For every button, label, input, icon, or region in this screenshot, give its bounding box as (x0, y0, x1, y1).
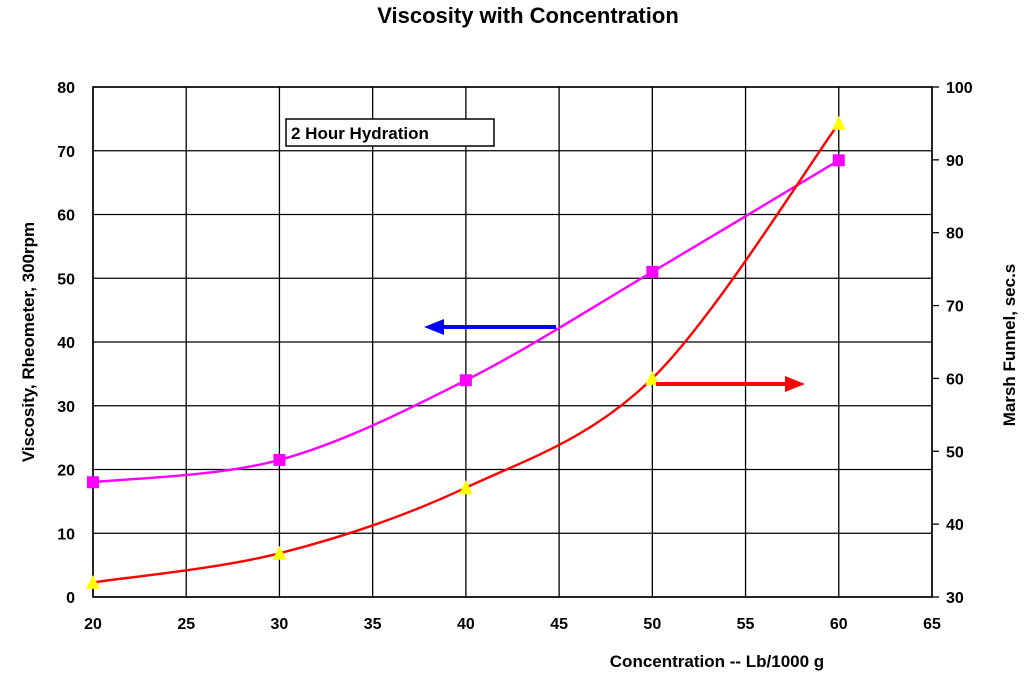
series-1-line (92, 122, 840, 584)
series-layer (86, 115, 846, 589)
y2-tick-label: 60 (946, 371, 964, 388)
y-tick-label: 30 (57, 399, 75, 416)
series-1-point (272, 545, 287, 560)
arrows-layer (424, 319, 805, 392)
y2-axis-label: Marsh Funnel, sec.s (1000, 264, 1019, 427)
axis-arrow-0-head (424, 319, 444, 335)
annotation-text: 2 Hour Hydration (291, 124, 429, 143)
x-tick-label: 25 (177, 616, 195, 633)
y2-tick-label: 90 (946, 153, 964, 170)
annotation-box (285, 118, 495, 147)
y-tick-label: 0 (66, 590, 75, 607)
y2-tick-label: 30 (946, 590, 964, 607)
series-1-point (831, 115, 846, 130)
x-tick-label: 50 (643, 616, 661, 633)
series-0-point (459, 374, 472, 387)
series-0-point (273, 453, 286, 466)
y2-tick-label: 40 (946, 517, 964, 534)
x-tick-label: 55 (737, 616, 755, 633)
series-1-point (86, 574, 100, 589)
y-axis-label: Viscosity, Rheometer, 300rpm (19, 222, 38, 462)
series-0-point (87, 476, 99, 489)
x-tick-label: 30 (271, 616, 289, 633)
y-tick-label: 80 (57, 80, 75, 97)
series-0-point (832, 154, 845, 167)
grid (92, 86, 939, 598)
x-tick-label: 45 (550, 616, 568, 633)
series-1-point (458, 480, 473, 495)
axis-arrow-1-head (785, 376, 805, 392)
x-tick-label: 20 (84, 616, 102, 633)
plot-frame (92, 86, 933, 598)
y-tick-label: 50 (57, 271, 75, 288)
x-tick-label: 35 (364, 616, 382, 633)
y-tick-label: 60 (57, 208, 75, 225)
chart-title: Viscosity with Concentration (377, 3, 679, 28)
y2-tick-label: 50 (946, 444, 964, 461)
y-tick-label: 40 (57, 335, 75, 352)
y-tick-label: 20 (57, 463, 75, 480)
x-tick-label: 40 (457, 616, 475, 633)
series-1-point (645, 370, 660, 385)
tick-labels: 20 25 30 35 40 45 50 55 60 65 0 10 20 30 40 50 60 70 80 30 4… (57, 80, 973, 633)
x-tick-label: 60 (830, 616, 848, 633)
y-tick-label: 10 (57, 526, 75, 543)
x-tick-label: 65 (923, 616, 941, 633)
y2-tick-label: 70 (946, 299, 964, 316)
y2-tick-label: 80 (946, 226, 964, 243)
y2-tick-label: 100 (946, 80, 973, 97)
series-0-point (646, 265, 659, 278)
x-axis-label: Concentration -- Lb/1000 g (610, 652, 824, 671)
y-tick-label: 70 (57, 144, 75, 161)
